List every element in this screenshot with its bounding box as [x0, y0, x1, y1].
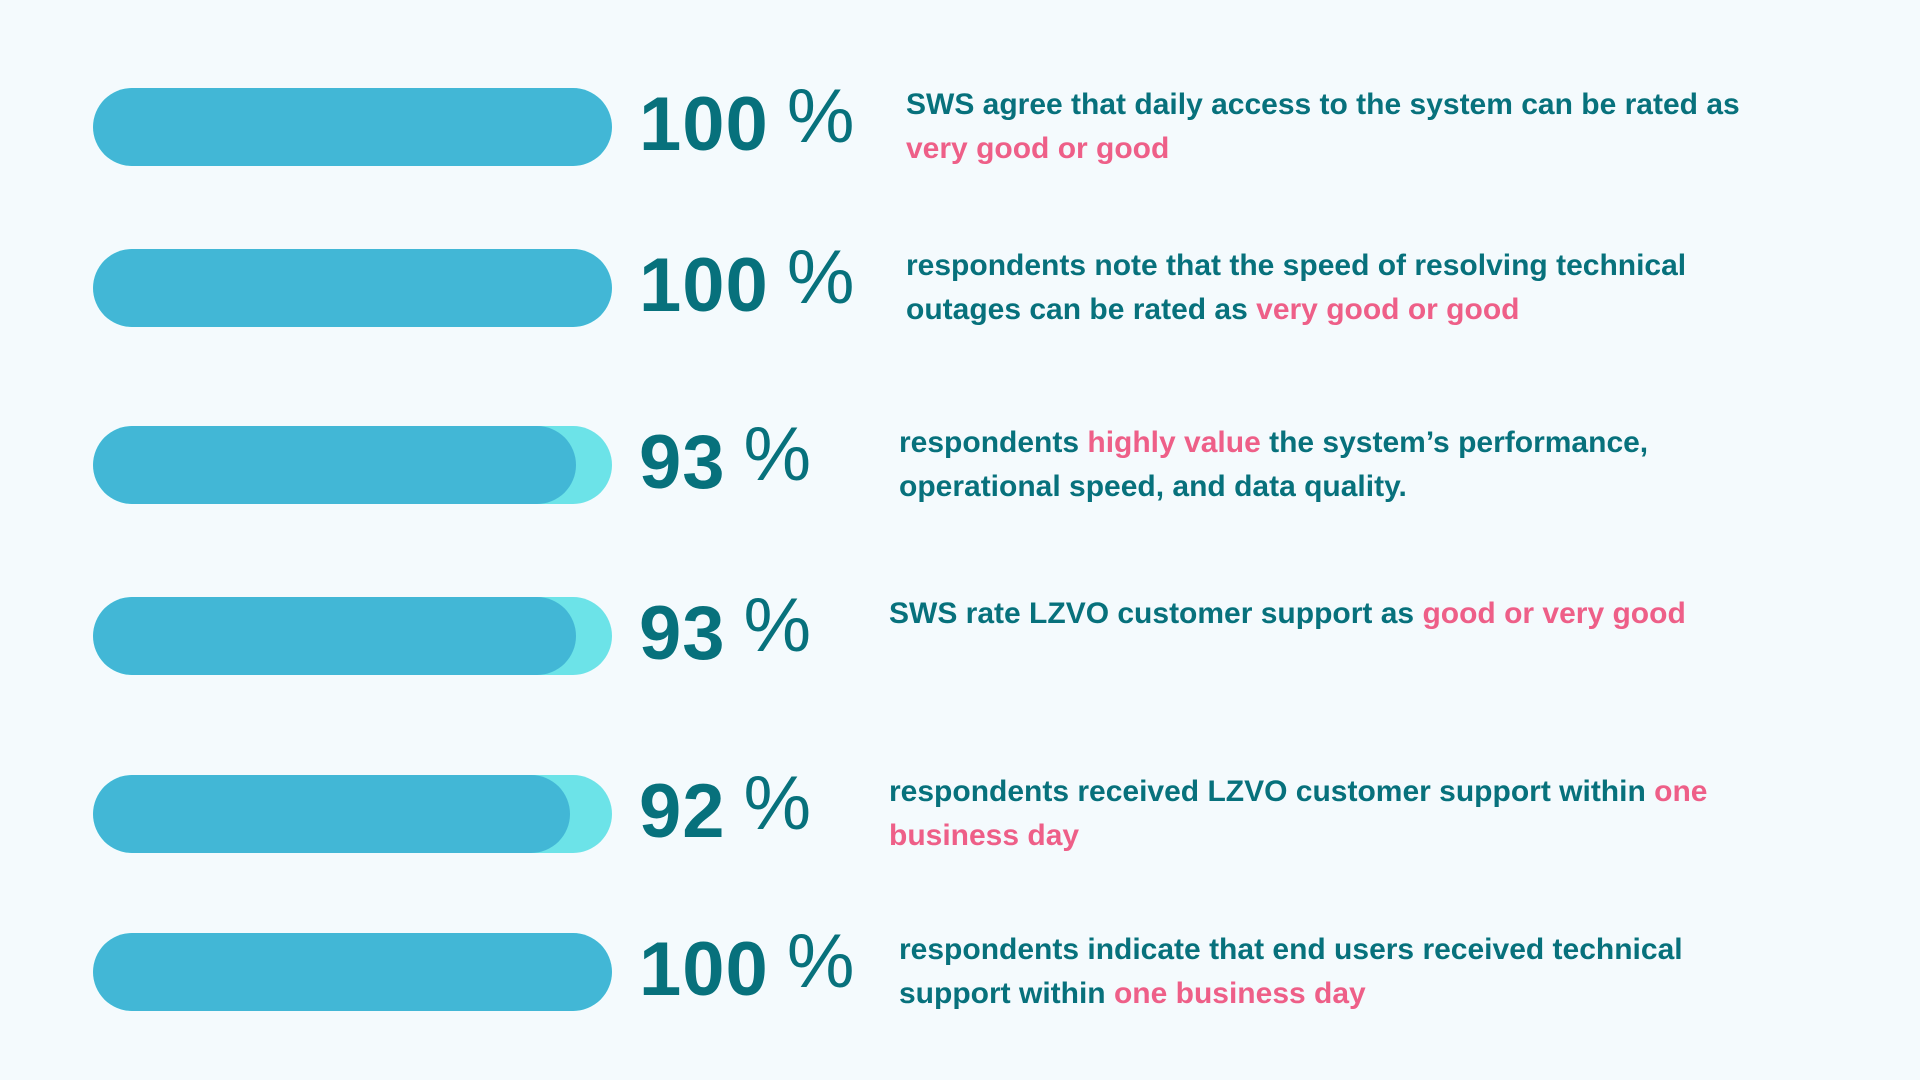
- percent-sign: %: [743, 583, 813, 668]
- progress-fill: [93, 597, 576, 675]
- percentage-value: 100%: [639, 919, 856, 1020]
- description-text: respondents note that the speed of resol…: [906, 249, 1687, 326]
- percentage-value: 100%: [639, 235, 856, 336]
- description-text: respondents received LZVO customer suppo…: [889, 775, 1655, 808]
- stat-row: 100% SWS agree that daily access to the …: [0, 47, 1920, 207]
- stat-description: respondents highly value the system’s pe…: [899, 421, 1739, 509]
- description-highlight: one business day: [889, 775, 1708, 852]
- percent-sign: %: [743, 761, 813, 846]
- percent-sign: %: [786, 235, 856, 320]
- percentage-value: 92%: [639, 761, 813, 862]
- percent-sign: %: [786, 74, 856, 159]
- stat-description: respondents received LZVO customer suppo…: [889, 770, 1729, 858]
- description-text: respondents: [899, 426, 1088, 459]
- percentage-number: 92: [639, 769, 726, 854]
- progress-fill: [93, 249, 612, 327]
- percentage-number: 100: [639, 243, 769, 328]
- stat-description: respondents note that the speed of resol…: [906, 244, 1786, 332]
- progress-track: [93, 775, 612, 853]
- progress-track: [93, 426, 612, 504]
- description-highlight: good or very good: [1422, 597, 1686, 630]
- progress-fill: [93, 933, 612, 1011]
- percentage-value: 100%: [639, 74, 856, 175]
- percentage-number: 100: [639, 927, 769, 1012]
- stat-row: 100% respondents note that the speed of …: [0, 208, 1920, 368]
- percentage-number: 93: [639, 591, 726, 676]
- percent-sign: %: [786, 919, 856, 1004]
- progress-track: [93, 88, 612, 166]
- percentage-number: 100: [639, 82, 769, 167]
- percent-sign: %: [743, 412, 813, 497]
- stat-row: 93% respondents highly value the system’…: [0, 385, 1920, 545]
- description-text: SWS rate LZVO customer support as: [889, 597, 1423, 630]
- stat-row: 93% SWS rate LZVO customer support as go…: [0, 556, 1920, 716]
- description-text-end: the system’s performance, operational sp…: [899, 426, 1649, 503]
- stat-row: 100% respondents indicate that end users…: [0, 892, 1920, 1052]
- stat-row: 92% respondents received LZVO customer s…: [0, 734, 1920, 894]
- description-highlight: very good or good: [1256, 293, 1520, 326]
- progress-fill: [93, 88, 612, 166]
- progress-fill: [93, 775, 571, 853]
- percentage-value: 93%: [639, 412, 813, 513]
- progress-track: [93, 933, 612, 1011]
- description-highlight: highly value: [1087, 426, 1261, 459]
- progress-track: [93, 249, 612, 327]
- percentage-value: 93%: [639, 583, 813, 684]
- stat-description: SWS agree that daily access to the syste…: [906, 83, 1796, 171]
- progress-track: [93, 597, 612, 675]
- percentage-number: 93: [639, 420, 726, 505]
- stat-description: SWS rate LZVO customer support as good o…: [889, 592, 1689, 636]
- description-highlight: one business day: [1113, 977, 1366, 1010]
- description-text: respondents indicate that end users rece…: [899, 933, 1683, 1010]
- description-text: SWS agree that daily access to the syste…: [906, 88, 1740, 121]
- progress-fill: [93, 426, 576, 504]
- description-highlight: very good or good: [906, 132, 1170, 165]
- stat-description: respondents indicate that end users rece…: [899, 928, 1759, 1016]
